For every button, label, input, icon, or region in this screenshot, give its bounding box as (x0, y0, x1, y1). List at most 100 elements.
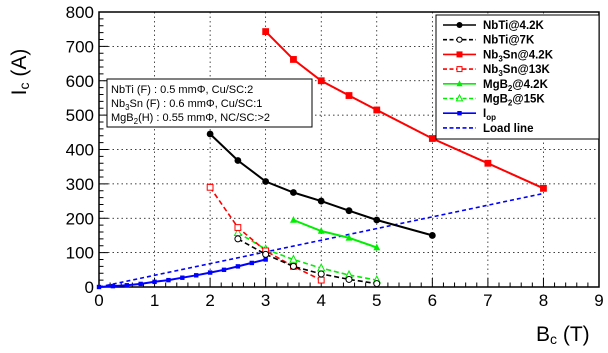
data-point (290, 56, 297, 63)
annotation-frame (106, 78, 313, 128)
data-point (428, 135, 436, 142)
data-point (317, 270, 325, 278)
series-line (264, 30, 544, 190)
legend-entry: Nb3Sn@4.2K (443, 49, 554, 63)
data-point (345, 92, 353, 99)
data-point (249, 260, 254, 266)
legend-label: Nb3Sn@4.2K (483, 49, 554, 63)
data-point (373, 106, 381, 114)
series-line (237, 232, 377, 281)
data-point (456, 80, 463, 87)
legend-label: Load line (483, 123, 533, 135)
data-point (455, 93, 464, 102)
data-point (428, 232, 436, 239)
tick-labels: 0 1 2 3 4 5 6 7 8 9 0 100 200 300 400 500 600 700 800 (66, 3, 604, 310)
data-point (221, 267, 227, 273)
series-iop (96, 257, 268, 290)
data-point (456, 51, 463, 58)
x-tick-label: 7 (483, 291, 492, 310)
data-point (290, 215, 297, 223)
annotation-line: Nb3Sn (F) : 0.6 mmΦ, Cu/SC:1 (111, 98, 262, 112)
x-tick-label: 1 (150, 291, 159, 310)
series-nbti-7k (234, 235, 381, 288)
legend-label: MgB2@4.2K (483, 79, 549, 93)
y-tick-label: 100 (66, 244, 94, 263)
data-point (234, 157, 242, 164)
series-line (209, 133, 433, 237)
legend-entry: MgB2@4.2K (443, 79, 549, 93)
data-point (235, 264, 241, 269)
annotation-line: NbTi (F) : 0.5 mmΦ, Cu/SC:2 (111, 84, 253, 96)
data-point (456, 66, 463, 73)
legend-entry: NbTi@4.2K (443, 20, 545, 32)
series-load-line (98, 192, 544, 288)
data-point (289, 262, 297, 270)
data-point (456, 36, 463, 43)
legend-entry: Iop (443, 108, 496, 122)
axis-titles: Bc (T) Ic (A) (8, 49, 590, 347)
data-point (206, 130, 214, 138)
x-axis-title: Bc (T) (536, 323, 590, 347)
y-tick-label: 700 (66, 37, 94, 56)
legend-label: Nb3Sn@13K (483, 64, 550, 78)
series-line (209, 186, 322, 281)
series-layer (96, 28, 547, 290)
y-tick-label: 0 (85, 278, 94, 297)
series-line (237, 238, 377, 285)
data-point (124, 283, 129, 288)
x-tick-label: 5 (372, 291, 381, 310)
data-point (317, 276, 325, 284)
data-point (540, 184, 547, 192)
legend-entry: Nb3Sn@13K (443, 64, 550, 78)
legend-box (435, 14, 600, 140)
data-point (484, 159, 492, 167)
data-point (289, 254, 298, 263)
x-tick-label: 2 (205, 291, 214, 310)
series-nb3sn-4-2k (262, 28, 547, 192)
data-point (263, 257, 268, 262)
x-tick-label: 0 (94, 291, 103, 310)
data-point (180, 275, 185, 280)
y-tick-label: 400 (66, 141, 94, 160)
data-point (234, 235, 242, 243)
x-tick-label: 4 (316, 291, 325, 310)
legend-entry: Load line (443, 123, 533, 135)
data-point (373, 280, 381, 288)
x-tick-label: 6 (428, 291, 437, 310)
data-point (345, 275, 353, 283)
legend: NbTi@4.2KNbTi@7KNb3Sn@4.2KNb3Sn@13KMgB2@… (435, 14, 600, 140)
data-point (373, 216, 381, 224)
data-point (456, 22, 463, 28)
data-point (345, 233, 353, 241)
legend-label: Iop (483, 108, 496, 122)
data-point (345, 207, 353, 215)
legend-label: NbTi@4.2K (483, 20, 545, 32)
legend-entry: MgB2@15K (443, 94, 545, 108)
data-point (206, 183, 214, 191)
x-tick-label: 3 (261, 291, 270, 310)
annotation-box: NbTi (F) : 0.5 mmΦ, Cu/SC:2 Nb3Sn (F) : 0… (106, 78, 313, 128)
data-point (166, 277, 171, 283)
annotation-line: MgB2(H) : 0.55 mmΦ, NC/SC:>2 (111, 112, 270, 126)
data-point (234, 224, 242, 231)
y-tick-label: 800 (66, 3, 94, 22)
y-tick-label: 300 (66, 175, 94, 194)
data-point (194, 273, 199, 278)
y-tick-label: 600 (66, 72, 94, 91)
data-point (317, 226, 325, 234)
data-point (262, 250, 270, 258)
data-point (152, 279, 157, 285)
y-tick-label: 200 (66, 209, 94, 228)
data-point (96, 284, 102, 290)
y-axis-title-group: Ic (A) (8, 49, 32, 96)
legend-label: NbTi@7K (483, 35, 535, 47)
x-tick-label: 9 (594, 291, 603, 310)
x-tick-label: 8 (539, 291, 548, 310)
data-point (317, 197, 325, 205)
series-line (293, 219, 378, 249)
data-point (317, 77, 325, 85)
data-point (457, 111, 462, 116)
data-point (138, 281, 143, 287)
y-tick-label: 500 (66, 106, 94, 125)
